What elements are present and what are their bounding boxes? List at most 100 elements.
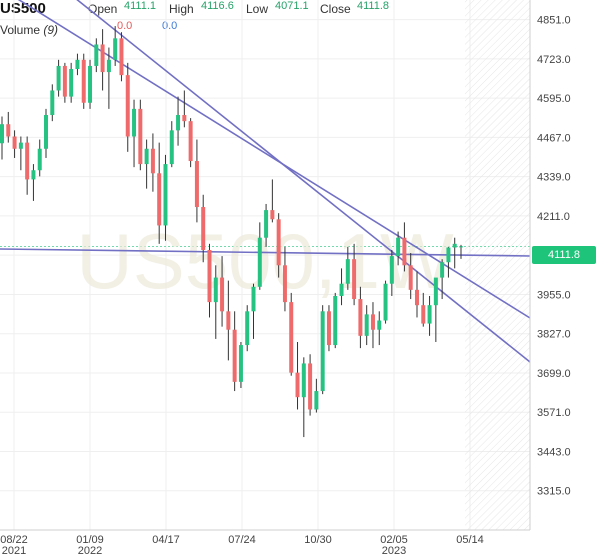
- trendlines[interactable]: [0, 0, 531, 363]
- candle-body: [333, 295, 338, 346]
- candle-body: [176, 115, 181, 131]
- candle-body: [421, 305, 426, 324]
- y-tick-label: 3315.0: [537, 486, 571, 498]
- trendline-horizontal[interactable]: [0, 248, 531, 257]
- candle-body: [414, 289, 419, 306]
- candle-body: [345, 259, 350, 284]
- candle-body: [201, 207, 206, 250]
- candle-body: [358, 299, 363, 336]
- candle-body: [427, 305, 432, 324]
- candle: [44, 108, 49, 158]
- candle: [238, 341, 243, 388]
- candle: [18, 136, 23, 171]
- candle-body: [188, 121, 193, 162]
- candle: [75, 53, 80, 76]
- trendline-lower[interactable]: [0, 0, 531, 363]
- candle: [370, 302, 375, 349]
- future-area-hatch: [465, 0, 530, 530]
- volume-period: (9): [43, 23, 59, 37]
- candle-body: [220, 277, 225, 312]
- candle: [333, 292, 338, 349]
- x-tick-sublabel: 2023: [382, 545, 406, 557]
- candle-body: [402, 237, 407, 266]
- candle-body: [326, 311, 331, 346]
- x-tick-label: 04/17: [152, 534, 180, 546]
- candle: [245, 305, 250, 352]
- candle-body: [106, 59, 111, 73]
- candle: [301, 357, 306, 438]
- candle: [56, 59, 61, 97]
- candle: [12, 130, 17, 158]
- candle: [100, 29, 105, 91]
- candle: [295, 341, 300, 410]
- candle: [150, 133, 155, 192]
- x-tick-label: 05/14: [456, 534, 484, 546]
- candle: [138, 99, 143, 171]
- candle-body: [0, 124, 4, 144]
- candle-body: [238, 345, 243, 382]
- candle-body: [207, 249, 212, 303]
- candle: [213, 265, 218, 339]
- high-value: 4116.6: [201, 0, 234, 12]
- volume-label: Volume (9): [0, 23, 58, 37]
- candle: [264, 203, 269, 247]
- candle-body: [433, 277, 438, 306]
- candle-body: [396, 237, 401, 257]
- candle: [446, 246, 451, 278]
- candle: [88, 59, 93, 109]
- candle-body: [264, 210, 269, 238]
- candle-body: [119, 38, 124, 76]
- candle: [188, 118, 193, 168]
- candle-body: [282, 265, 287, 303]
- candle-body: [50, 90, 55, 116]
- x-tick-label: 07/24: [228, 534, 256, 546]
- candle-body: [370, 314, 375, 330]
- candle: [389, 249, 394, 296]
- y-tick-label: 3571.0: [537, 407, 571, 419]
- candle-body: [144, 148, 149, 165]
- candle-body: [194, 161, 199, 208]
- candle: [396, 231, 401, 266]
- candle: [0, 116, 4, 160]
- y-tick-label: 4211.0: [537, 211, 570, 223]
- candle: [220, 256, 225, 327]
- candle: [176, 96, 181, 146]
- candle-body: [320, 311, 325, 392]
- candle: [440, 259, 445, 300]
- candle-body: [6, 124, 11, 137]
- candle: [119, 32, 124, 82]
- candle-body: [81, 59, 86, 103]
- candle: [251, 283, 256, 339]
- y-tick-label: 4467.0: [537, 132, 571, 144]
- candle-body: [125, 75, 130, 137]
- candle-body: [150, 148, 155, 174]
- candle: [427, 295, 432, 336]
- y-tick-label: 4339.0: [537, 172, 571, 184]
- x-tick-sublabel: 2022: [78, 545, 102, 557]
- candle: [207, 243, 212, 318]
- candle: [326, 305, 331, 352]
- candle: [308, 354, 313, 416]
- candle: [270, 179, 275, 223]
- close-value: 4111.8: [357, 0, 390, 12]
- candle-body: [440, 262, 445, 278]
- candle-body: [352, 259, 357, 300]
- candle: [81, 53, 86, 109]
- candle-body: [295, 372, 300, 398]
- candle-body: [44, 115, 49, 149]
- candle: [320, 305, 325, 395]
- candle-body: [169, 130, 174, 165]
- volume-value-1: 0.0: [117, 20, 133, 32]
- candle: [37, 139, 42, 177]
- candle: [226, 280, 231, 361]
- high-label: High: [169, 2, 194, 16]
- candle: [377, 311, 382, 346]
- y-tick-label: 3827.0: [537, 329, 571, 341]
- candle-body: [113, 38, 118, 60]
- y-tick-label: 3699.0: [537, 368, 571, 380]
- candle-body: [364, 314, 369, 336]
- candle-body: [270, 210, 275, 220]
- candle-body: [157, 173, 162, 226]
- candle-body: [100, 44, 105, 73]
